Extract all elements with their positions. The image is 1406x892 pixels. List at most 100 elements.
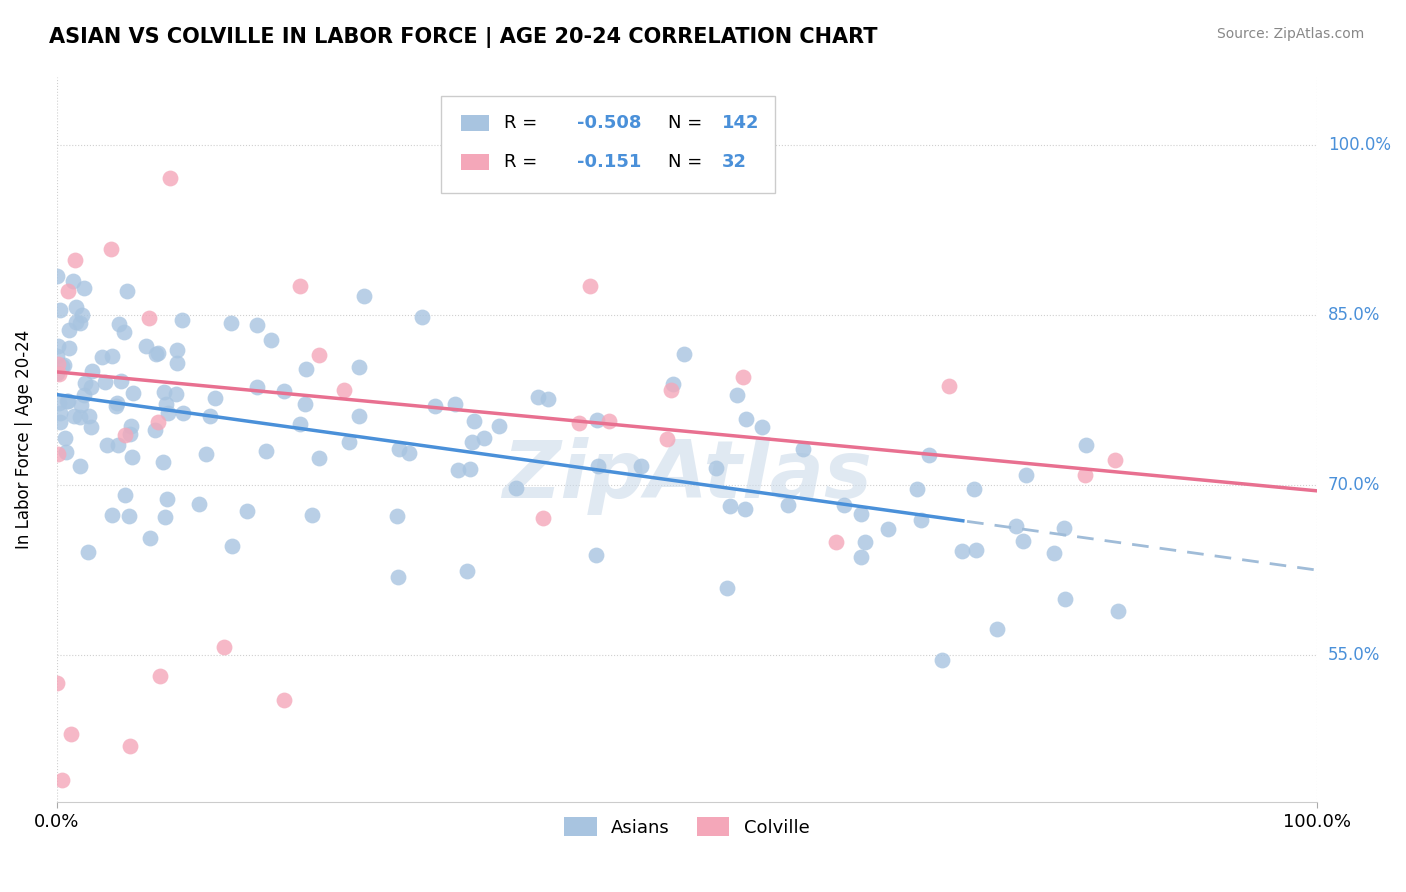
- Text: Source: ZipAtlas.com: Source: ZipAtlas.com: [1216, 27, 1364, 41]
- Point: [204, 391, 226, 405]
- Point: [46, 367, 69, 381]
- Point: [146, 346, 169, 360]
- Point: [110, 374, 132, 388]
- Point: [153, 385, 176, 400]
- Point: [586, 459, 609, 474]
- Point: [77, 544, 100, 558]
- Point: [48, 357, 70, 371]
- FancyBboxPatch shape: [441, 95, 775, 194]
- Point: [347, 359, 370, 374]
- Text: R =: R =: [503, 153, 537, 171]
- Point: [910, 513, 932, 527]
- Point: [288, 279, 311, 293]
- Point: [849, 507, 872, 521]
- Point: [662, 376, 685, 391]
- Point: [294, 361, 316, 376]
- Text: N =: N =: [668, 153, 702, 171]
- Point: [60, 727, 83, 741]
- Point: [153, 510, 176, 524]
- Text: 142: 142: [723, 114, 759, 132]
- Point: [120, 739, 142, 753]
- Point: [96, 438, 118, 452]
- Point: [53, 431, 76, 445]
- Point: [725, 388, 748, 402]
- Point: [62, 274, 84, 288]
- Point: [388, 442, 411, 456]
- Point: [70, 308, 93, 322]
- Point: [73, 281, 96, 295]
- Point: [1054, 591, 1077, 606]
- Point: [45, 676, 67, 690]
- Point: [963, 482, 986, 496]
- Point: [778, 498, 800, 512]
- Point: [254, 443, 277, 458]
- Point: [1042, 546, 1064, 560]
- Point: [63, 253, 86, 268]
- Point: [536, 392, 558, 406]
- Point: [135, 339, 157, 353]
- Text: 85.0%: 85.0%: [1329, 306, 1381, 325]
- Point: [46, 447, 69, 461]
- Point: [221, 539, 243, 553]
- Point: [792, 442, 814, 456]
- Point: [1076, 438, 1098, 452]
- Point: [704, 460, 727, 475]
- Point: [1107, 604, 1129, 618]
- Point: [122, 385, 145, 400]
- FancyBboxPatch shape: [461, 154, 489, 170]
- Point: [56, 393, 79, 408]
- Point: [447, 463, 470, 477]
- Point: [718, 499, 741, 513]
- Point: [586, 413, 609, 427]
- Point: [104, 399, 127, 413]
- Point: [159, 171, 181, 186]
- Point: [107, 317, 129, 331]
- FancyBboxPatch shape: [461, 115, 489, 131]
- Point: [73, 376, 96, 391]
- Text: R =: R =: [503, 114, 537, 132]
- Point: [527, 390, 550, 404]
- Point: [877, 522, 900, 536]
- Point: [55, 394, 77, 409]
- Point: [308, 348, 330, 362]
- Point: [58, 284, 80, 298]
- Point: [80, 420, 103, 434]
- Point: [166, 356, 188, 370]
- Point: [138, 311, 160, 326]
- Text: 32: 32: [723, 153, 747, 171]
- Point: [853, 535, 876, 549]
- Point: [273, 693, 295, 707]
- Point: [69, 459, 91, 474]
- Point: [58, 341, 80, 355]
- Point: [260, 333, 283, 347]
- Point: [145, 347, 167, 361]
- Point: [461, 434, 484, 449]
- Point: [733, 370, 755, 384]
- Point: [172, 406, 194, 420]
- Text: 100.0%: 100.0%: [1329, 136, 1391, 154]
- Point: [568, 417, 591, 431]
- Point: [411, 310, 433, 325]
- Point: [659, 384, 682, 398]
- Point: [65, 301, 87, 315]
- Point: [585, 548, 607, 562]
- Point: [456, 564, 478, 578]
- Point: [143, 423, 166, 437]
- Point: [48, 367, 70, 381]
- Point: [114, 428, 136, 442]
- Point: [425, 399, 447, 413]
- Point: [385, 509, 408, 524]
- Point: [347, 409, 370, 423]
- Point: [69, 410, 91, 425]
- Point: [90, 350, 112, 364]
- Point: [294, 397, 316, 411]
- Text: N =: N =: [668, 114, 702, 132]
- Point: [630, 458, 652, 473]
- Point: [117, 285, 139, 299]
- Point: [918, 448, 941, 462]
- Point: [52, 358, 75, 372]
- Point: [832, 498, 855, 512]
- Point: [149, 669, 172, 683]
- Text: ZipAtlas: ZipAtlas: [502, 437, 872, 515]
- Point: [353, 288, 375, 302]
